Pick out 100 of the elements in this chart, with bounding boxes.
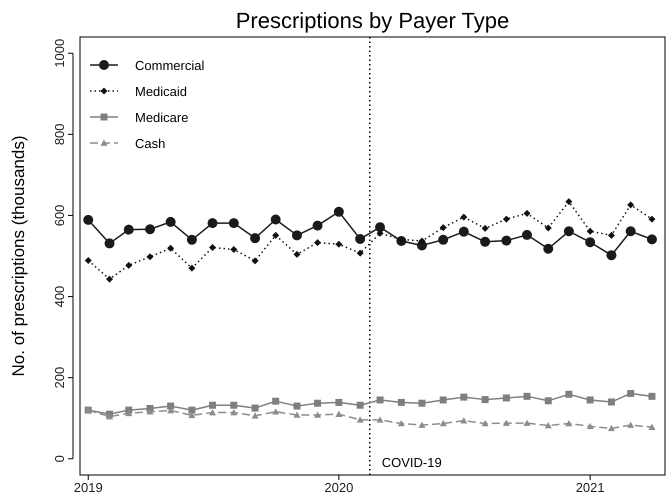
point bbox=[376, 396, 384, 404]
point bbox=[606, 250, 616, 260]
point bbox=[167, 402, 174, 410]
point bbox=[564, 226, 574, 236]
point bbox=[482, 396, 489, 404]
point bbox=[334, 206, 344, 217]
point bbox=[501, 236, 512, 246]
point bbox=[208, 218, 218, 228]
point bbox=[627, 390, 634, 397]
point bbox=[586, 228, 594, 235]
point bbox=[648, 392, 656, 400]
point bbox=[230, 246, 238, 254]
point bbox=[356, 416, 364, 423]
y-tick-label: 200 bbox=[52, 366, 67, 389]
point bbox=[146, 253, 154, 260]
y-tick-label: 1000 bbox=[52, 38, 67, 68]
point bbox=[460, 214, 468, 221]
y-axis-title: No. of prescriptions (thousands) bbox=[9, 136, 28, 376]
point bbox=[544, 397, 552, 404]
point bbox=[376, 416, 384, 423]
point bbox=[250, 233, 260, 244]
point bbox=[335, 410, 342, 417]
y-tick-label: 600 bbox=[52, 204, 67, 226]
point bbox=[544, 224, 552, 232]
point bbox=[418, 237, 426, 244]
ref-line-label: COVID-19 bbox=[382, 455, 442, 470]
point bbox=[209, 402, 216, 409]
point bbox=[523, 210, 530, 217]
point bbox=[145, 224, 156, 234]
point bbox=[398, 420, 405, 426]
point bbox=[209, 244, 216, 251]
point bbox=[272, 232, 280, 239]
point bbox=[585, 237, 596, 248]
point bbox=[482, 420, 489, 426]
point bbox=[272, 408, 280, 415]
point bbox=[460, 417, 468, 424]
point bbox=[335, 240, 342, 248]
chart-title: Prescriptions by Payer Type bbox=[236, 8, 510, 33]
point bbox=[460, 394, 468, 401]
point bbox=[418, 400, 426, 407]
point bbox=[440, 224, 447, 232]
point bbox=[252, 404, 259, 412]
point bbox=[356, 402, 364, 409]
point bbox=[586, 422, 594, 430]
point bbox=[124, 224, 134, 235]
y-tick-label: 400 bbox=[52, 286, 67, 308]
point bbox=[252, 257, 259, 264]
point bbox=[230, 409, 238, 416]
point bbox=[375, 222, 386, 232]
y-tick-label: 800 bbox=[52, 123, 67, 146]
point bbox=[480, 236, 490, 247]
point bbox=[502, 216, 510, 223]
point bbox=[188, 406, 196, 414]
point bbox=[292, 230, 302, 240]
point bbox=[167, 407, 174, 414]
point bbox=[565, 420, 572, 426]
legend-label: Medicaid bbox=[135, 84, 188, 99]
point bbox=[335, 398, 342, 406]
point bbox=[440, 396, 447, 404]
point bbox=[146, 408, 154, 415]
point bbox=[355, 234, 366, 244]
point bbox=[608, 232, 615, 239]
point bbox=[608, 398, 615, 406]
point bbox=[188, 264, 196, 272]
point bbox=[84, 256, 92, 264]
point bbox=[627, 422, 634, 428]
point bbox=[293, 402, 300, 410]
point bbox=[125, 262, 132, 269]
point bbox=[314, 239, 322, 246]
point bbox=[482, 224, 489, 232]
point bbox=[228, 218, 239, 228]
point bbox=[626, 226, 636, 236]
point bbox=[608, 424, 615, 432]
point bbox=[543, 244, 554, 254]
point bbox=[544, 422, 552, 428]
point bbox=[648, 216, 656, 223]
point bbox=[627, 201, 634, 208]
point bbox=[272, 398, 280, 405]
point bbox=[586, 396, 594, 404]
legend-label: Cash bbox=[135, 136, 166, 151]
point bbox=[376, 230, 384, 237]
point bbox=[565, 198, 572, 206]
point bbox=[646, 234, 657, 244]
point bbox=[438, 234, 448, 245]
x-tick-label: 2021 bbox=[576, 480, 605, 495]
point bbox=[252, 412, 259, 419]
point bbox=[106, 276, 114, 283]
legend-label: Commercial bbox=[135, 58, 204, 73]
point bbox=[314, 411, 322, 418]
y-tick-label: 0 bbox=[52, 455, 67, 462]
point bbox=[106, 413, 114, 420]
point bbox=[440, 420, 447, 426]
point bbox=[166, 216, 176, 227]
point bbox=[502, 420, 510, 426]
x-tick-label: 2019 bbox=[74, 480, 103, 495]
point bbox=[523, 392, 530, 400]
point bbox=[314, 400, 322, 407]
point bbox=[522, 230, 532, 240]
point bbox=[186, 234, 197, 245]
point bbox=[188, 412, 196, 418]
